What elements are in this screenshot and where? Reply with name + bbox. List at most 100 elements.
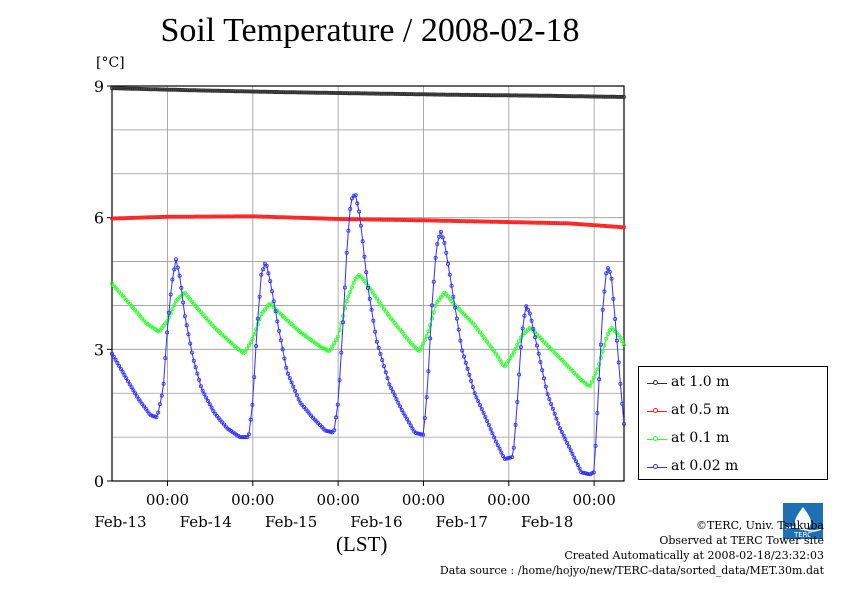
series-point-3 (264, 263, 269, 268)
logo-text: TERC (793, 531, 812, 539)
series-point-3 (456, 327, 461, 332)
legend-item-0-5m: at 0.5 m (647, 401, 827, 423)
series-point-1 (140, 215, 145, 220)
series-point-3 (374, 339, 379, 344)
series-point-2 (429, 316, 434, 321)
series-point-1 (149, 215, 154, 220)
series-point-3 (362, 254, 367, 259)
series-point-0 (413, 92, 418, 97)
series-point-3 (415, 431, 420, 436)
series-point-1 (604, 224, 609, 229)
series-point-3 (209, 405, 214, 410)
series-point-0 (474, 93, 479, 98)
series-point-3 (485, 418, 490, 423)
series-point-1 (309, 216, 314, 221)
series-point-3 (413, 430, 418, 435)
series-point-1 (442, 218, 447, 223)
series-point-3 (616, 360, 621, 365)
series-point-0 (493, 93, 498, 98)
series-point-3 (618, 381, 623, 386)
series-point-3 (326, 429, 331, 434)
series-point-3 (508, 455, 513, 460)
series-point-1 (330, 216, 335, 221)
series-point-3 (549, 401, 554, 406)
series-point-2 (431, 310, 436, 315)
series-point-2 (252, 332, 257, 337)
series-point-1 (332, 216, 337, 221)
series-point-3 (293, 388, 298, 393)
series-point-1 (253, 214, 258, 219)
series-point-0 (138, 86, 143, 91)
legend-marker-1m (653, 380, 658, 385)
series-point-1 (205, 214, 210, 219)
series-point-1 (300, 215, 305, 220)
series-point-3 (205, 398, 210, 403)
series-point-1 (333, 216, 338, 221)
series-point-3 (138, 399, 143, 404)
series-point-1 (611, 224, 616, 229)
series-point-3 (186, 332, 191, 337)
series-point-3 (133, 391, 138, 396)
series-point-0 (485, 93, 490, 98)
series-point-2 (591, 375, 596, 380)
series-point-3 (586, 472, 591, 477)
series-point-0 (620, 94, 625, 99)
x-tick-date-label: Feb-14 (180, 513, 232, 531)
series-point-1 (349, 217, 354, 222)
y-axis-unit: [°C] (96, 55, 125, 71)
series-point-0 (442, 92, 447, 97)
series-point-0 (189, 88, 194, 93)
series-point-3 (243, 435, 248, 440)
legend: at 1.0 m at 0.5 m at 0.1 m at 0.02 m (638, 366, 828, 480)
series-point-3 (348, 206, 353, 211)
series-point-3 (126, 379, 131, 384)
series-point-3 (198, 384, 203, 389)
series-point-1 (588, 222, 593, 227)
series-point-2 (351, 280, 356, 285)
series-point-3 (156, 410, 161, 415)
series-point-2 (332, 341, 337, 346)
series-point-2 (493, 351, 498, 356)
series-point-3 (614, 338, 619, 343)
series-point-1 (435, 218, 440, 223)
series-point-3 (341, 320, 346, 325)
series-point-3 (353, 193, 358, 198)
x-tick-time-label: 00:00 (402, 491, 445, 509)
x-tick-time-label: 00:00 (231, 491, 274, 509)
series-point-3 (582, 471, 587, 476)
source-text: Data source : /home/hojyo/new/TERC-data/… (439, 564, 824, 577)
series-point-3 (189, 350, 194, 355)
series-point-3 (159, 393, 164, 398)
series-point-0 (236, 89, 241, 94)
series-point-1 (325, 216, 330, 221)
series-point-3 (558, 426, 563, 431)
legend-label-0-02m: at 0.02 m (671, 458, 739, 474)
series-point-3 (534, 343, 539, 348)
series-point-3 (282, 356, 287, 361)
series-point-3 (296, 397, 301, 402)
series-point-3 (476, 399, 481, 404)
series-point-2 (383, 309, 388, 314)
series-point-3 (422, 416, 427, 421)
series-point-3 (460, 348, 465, 353)
y-tick-label: 3 (94, 340, 104, 359)
series-point-3 (511, 445, 516, 450)
series-point-2 (421, 341, 426, 346)
series-point-3 (337, 378, 342, 383)
series-point-1 (606, 224, 611, 229)
series-point-3 (387, 382, 392, 387)
series-point-2 (422, 337, 427, 342)
series-point-3 (275, 319, 280, 324)
series-point-3 (604, 271, 609, 276)
series-point-0 (245, 89, 250, 94)
series-point-3 (284, 365, 289, 370)
series-point-2 (595, 367, 600, 372)
series-point-0 (515, 93, 520, 98)
series-point-3 (273, 309, 278, 314)
series-point-3 (440, 235, 445, 240)
series-point-3 (401, 411, 406, 416)
series-point-3 (392, 393, 397, 398)
series-point-0 (110, 86, 115, 91)
series-point-1 (613, 224, 618, 229)
series-point-1 (277, 215, 282, 220)
